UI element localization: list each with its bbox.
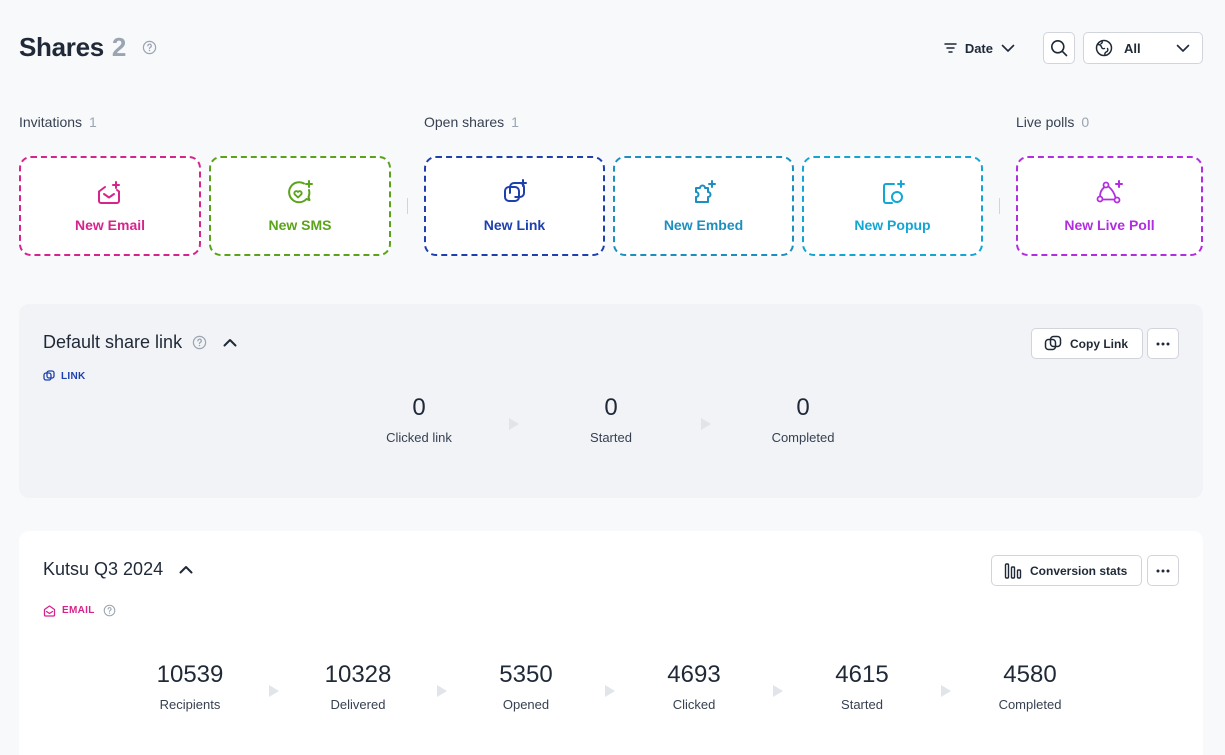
stat-delivered: 10328 Delivered — [324, 661, 392, 712]
mail-icon — [43, 604, 56, 617]
funnel-arrow — [269, 685, 279, 697]
stat-started: 4615 Started — [835, 661, 889, 712]
link-icon — [43, 370, 55, 381]
default-share-title: Default share link — [43, 332, 183, 352]
more-options-button[interactable] — [1147, 328, 1179, 359]
conversion-stats-button[interactable]: Conversion stats — [991, 555, 1143, 586]
live-polls-count: 0 — [1081, 114, 1090, 130]
stat-opened: 5350 Opened — [499, 661, 553, 712]
shares-count: 2 — [111, 32, 127, 62]
default-share-card: Default share link LINK Copy Link 0 Clic… — [19, 304, 1203, 498]
new-embed-label: New Embed — [663, 217, 744, 233]
funnel-arrow — [605, 685, 615, 697]
link-type-badge: LINK — [43, 370, 86, 382]
stat-completed: 0 Completed — [771, 394, 835, 445]
new-link-label: New Link — [483, 217, 546, 233]
new-live-poll-label: New Live Poll — [1064, 217, 1155, 233]
stat-clicked: 4693 Clicked — [667, 661, 721, 712]
mail-plus-icon — [98, 181, 120, 204]
invitations-group-label: Invitations 1 — [19, 114, 97, 130]
page-title: Shares — [19, 32, 104, 62]
stat-started: 0 Started — [590, 394, 632, 445]
new-popup-tile[interactable]: New Popup — [802, 156, 983, 256]
group-divider — [407, 198, 408, 214]
scope-select-value: All — [1124, 40, 1141, 56]
funnel-arrow — [509, 418, 519, 430]
date-sort-dropdown[interactable]: Date — [944, 41, 1015, 56]
page-header: Shares 2 — [19, 32, 157, 63]
copy-link-icon — [1044, 335, 1062, 350]
more-horizontal-icon — [1156, 569, 1170, 572]
new-embed-tile[interactable]: New Embed — [613, 156, 794, 256]
search-icon — [1051, 40, 1068, 57]
chat-heart-icon — [288, 180, 313, 204]
new-live-poll-tile[interactable]: New Live Poll — [1016, 156, 1203, 256]
open-shares-group-label: Open shares 1 — [424, 114, 519, 130]
more-horizontal-icon — [1156, 342, 1170, 345]
new-email-label: New Email — [74, 217, 146, 233]
funnel-arrow — [941, 685, 951, 697]
new-link-tile[interactable]: New Link — [424, 156, 605, 256]
collapse-caret-icon[interactable] — [179, 565, 193, 574]
chevron-down-icon — [1176, 44, 1190, 52]
filter-icon — [944, 43, 957, 53]
popup-plus-icon — [882, 180, 905, 204]
globe-icon — [1095, 39, 1113, 57]
funnel-arrow — [701, 418, 711, 430]
new-popup-label: New Popup — [854, 217, 931, 233]
funnel-arrow — [773, 685, 783, 697]
email-type-badge: EMAIL — [43, 604, 116, 617]
scope-select[interactable]: All — [1083, 32, 1203, 64]
group-divider — [999, 198, 1000, 214]
new-sms-tile[interactable]: New SMS — [209, 156, 391, 256]
new-sms-label: New SMS — [268, 217, 332, 233]
stat-clicked-link: 0 Clicked link — [386, 394, 452, 445]
stat-recipients: 10539 Recipients — [156, 661, 224, 712]
search-button[interactable] — [1043, 32, 1075, 64]
toolbar: Date All — [944, 32, 1203, 64]
copy-link-button[interactable]: Copy Link — [1031, 328, 1144, 359]
funnel-arrow — [437, 685, 447, 697]
campaign-title-row: Kutsu Q3 2024 — [43, 559, 193, 580]
live-poll-plus-icon — [1096, 180, 1123, 204]
new-email-tile[interactable]: New Email — [19, 156, 201, 256]
link-plus-icon — [503, 179, 527, 202]
chevron-down-icon — [1001, 44, 1015, 52]
help-icon[interactable] — [192, 335, 207, 350]
collapse-caret-icon[interactable] — [223, 338, 237, 347]
help-icon[interactable] — [142, 40, 157, 55]
puzzle-plus-icon — [694, 180, 716, 203]
campaign-card: Kutsu Q3 2024 EMAIL Conversion stats 105… — [19, 531, 1203, 755]
invitations-count: 1 — [89, 114, 97, 130]
more-options-button[interactable] — [1147, 555, 1179, 586]
date-sort-label: Date — [964, 40, 993, 56]
stat-completed: 4580 Completed — [998, 661, 1062, 712]
help-icon[interactable] — [103, 604, 116, 617]
bar-chart-icon — [1004, 562, 1022, 579]
campaign-title: Kutsu Q3 2024 — [43, 559, 164, 579]
open-shares-count: 1 — [511, 114, 519, 130]
live-polls-group-label: Live polls 0 — [1016, 114, 1090, 130]
default-share-title-row: Default share link — [43, 332, 237, 353]
